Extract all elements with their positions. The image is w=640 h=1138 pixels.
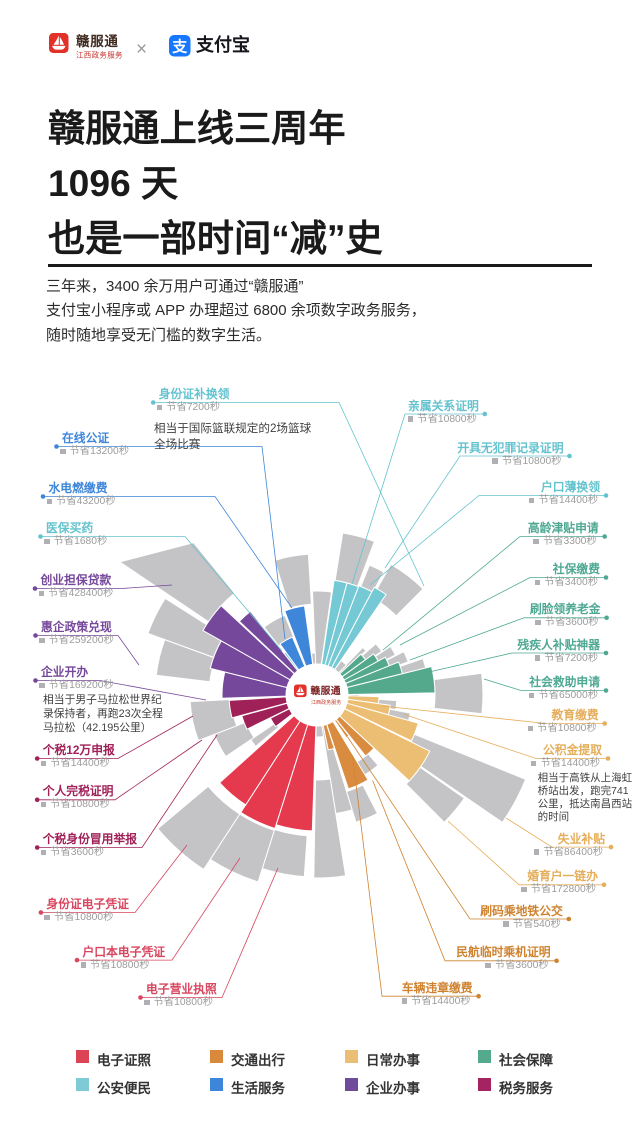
svg-text:江西政务服务: 江西政务服务 xyxy=(76,50,123,60)
svg-text:赣服通: 赣服通 xyxy=(76,33,119,49)
svg-text:江西政务服务: 江西政务服务 xyxy=(311,699,341,706)
svg-text:赣服通: 赣服通 xyxy=(311,684,341,697)
svg-text:支付宝: 支付宝 xyxy=(195,34,250,55)
svg-text:×: × xyxy=(136,39,147,60)
svg-text:支: 支 xyxy=(171,38,188,56)
